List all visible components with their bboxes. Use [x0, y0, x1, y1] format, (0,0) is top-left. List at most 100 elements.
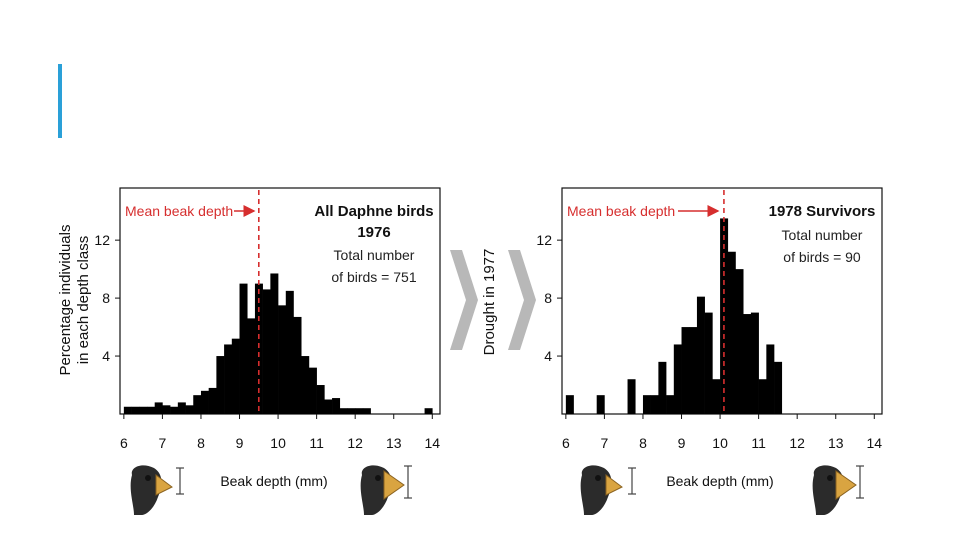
left-ylabel: Percentage individuals in each depth cla… — [57, 225, 92, 376]
right-x-tick-label: 12 — [789, 435, 805, 451]
left-histogram-bar — [224, 344, 233, 414]
left-caption-line2: of birds = 751 — [331, 269, 416, 285]
left-histogram-bar — [208, 387, 217, 414]
left-histogram-bar — [278, 305, 287, 414]
left-histogram-bar — [293, 316, 302, 414]
right-xlabel: Beak depth (mm) — [666, 473, 773, 489]
left-histogram-bar — [262, 289, 271, 414]
grey-arrow-right-icon — [508, 250, 536, 350]
left-mean-label: Mean beak depth — [125, 203, 233, 219]
left-histogram-bar — [270, 273, 279, 414]
left-histogram-bar — [146, 406, 155, 414]
left-histogram-bar — [239, 283, 248, 414]
right-x-tick-label: 9 — [678, 435, 686, 451]
left-x-tick-label: 11 — [309, 435, 324, 451]
right-histogram-bar — [565, 395, 574, 414]
left-histogram-bar — [339, 408, 348, 414]
left-histogram-bar — [123, 406, 132, 414]
right-histogram-bar — [650, 395, 659, 414]
left-histogram-bar — [347, 408, 356, 414]
right-histogram-bar — [704, 312, 713, 414]
right-histogram-bar — [627, 379, 636, 414]
large-beak-finch-icon-right — [812, 465, 857, 515]
right-x-tick-label: 11 — [751, 435, 766, 451]
left-x-tick-label: 10 — [270, 435, 286, 451]
left-histogram-bar — [332, 398, 341, 414]
histogram-1976: 6 7 8 9 10 11 12 13 14 4 8 12 — [94, 187, 441, 451]
right-mean-label: Mean beak depth — [567, 203, 675, 219]
left-histogram-bar — [200, 390, 209, 414]
left-x-tick-label: 6 — [120, 435, 128, 451]
left-x-tick-label: 14 — [425, 435, 441, 451]
left-title-line2: 1976 — [357, 224, 390, 241]
left-caption-line1: Total number — [334, 247, 415, 263]
right-histogram-bar — [750, 312, 759, 414]
left-x-tick-label: 12 — [347, 435, 363, 451]
right-histogram-bar — [666, 395, 675, 414]
right-y-tick-label: 12 — [536, 232, 552, 248]
left-histogram-bar — [231, 338, 240, 414]
title-accent-bar — [58, 64, 62, 138]
left-histogram-bar — [285, 290, 294, 414]
right-histogram-bar — [735, 269, 744, 414]
right-x-tick-label: 6 — [562, 435, 570, 451]
left-x-tick-label: 8 — [197, 435, 205, 451]
left-histogram-bar — [424, 408, 433, 414]
left-histogram-bar — [185, 405, 194, 414]
left-y-tick-label: 8 — [102, 290, 110, 306]
large-beak-scale-icon — [404, 465, 412, 499]
small-beak-finch-icon — [130, 465, 173, 515]
left-x-tick-label: 13 — [386, 435, 402, 451]
left-xlabel: Beak depth (mm) — [220, 473, 327, 489]
small-beak-scale-icon-right — [628, 467, 636, 495]
left-x-tick-label: 7 — [159, 435, 167, 451]
right-x-tick-label: 7 — [601, 435, 609, 451]
histogram-1978: 6 7 8 9 10 11 12 13 14 4 8 12 — [536, 187, 883, 451]
drought-label: Drought in 1977 — [481, 249, 498, 356]
right-caption-line2: of birds = 90 — [783, 249, 861, 265]
right-histogram-bar — [766, 344, 775, 414]
right-histogram-bar — [727, 251, 736, 414]
left-histogram-bar — [139, 406, 148, 414]
small-beak-finch-icon-right — [580, 465, 623, 515]
right-title-line1: 1978 Survivors — [769, 203, 876, 220]
right-histogram-bar — [681, 327, 690, 414]
right-x-tick-label: 10 — [712, 435, 728, 451]
right-histogram-bar — [774, 361, 783, 414]
right-x-tick-label: 14 — [867, 435, 883, 451]
left-y-tick-label: 12 — [94, 232, 110, 248]
right-histogram-bar — [642, 395, 651, 414]
left-histogram-bar — [193, 395, 202, 414]
large-beak-scale-icon-right — [856, 465, 864, 499]
left-histogram-bar — [170, 406, 179, 414]
right-y-tick-label: 4 — [544, 348, 552, 364]
right-histogram-bar — [689, 327, 698, 414]
right-y-tick-label: 8 — [544, 290, 552, 306]
left-histogram-bar — [154, 402, 163, 414]
left-histogram-bar — [301, 356, 310, 414]
left-histogram-bar — [177, 402, 186, 414]
left-histogram-bar — [131, 406, 140, 414]
left-ylabel-line1: Percentage individuals — [57, 225, 74, 376]
right-histogram-bar — [743, 314, 752, 414]
left-histogram-bar — [316, 385, 325, 414]
left-histogram-bar — [355, 408, 364, 414]
left-histogram-bar — [216, 356, 225, 414]
right-x-tick-label: 13 — [828, 435, 844, 451]
large-beak-finch-icon — [360, 465, 405, 515]
small-beak-scale-icon — [176, 467, 184, 495]
left-histogram-bar — [362, 408, 371, 414]
left-histogram-bar — [324, 399, 333, 414]
right-histogram-bar — [696, 296, 705, 414]
right-histogram-bar — [658, 361, 667, 414]
left-y-tick-label: 4 — [102, 348, 110, 364]
right-histogram-bar — [596, 395, 605, 414]
left-title-line1: All Daphne birds — [314, 203, 433, 220]
grey-arrow-left-icon — [450, 250, 478, 350]
right-histogram-bar — [712, 379, 721, 414]
left-histogram-bar — [254, 283, 263, 414]
left-histogram-bar — [308, 367, 317, 414]
left-histogram-bar — [247, 318, 256, 414]
